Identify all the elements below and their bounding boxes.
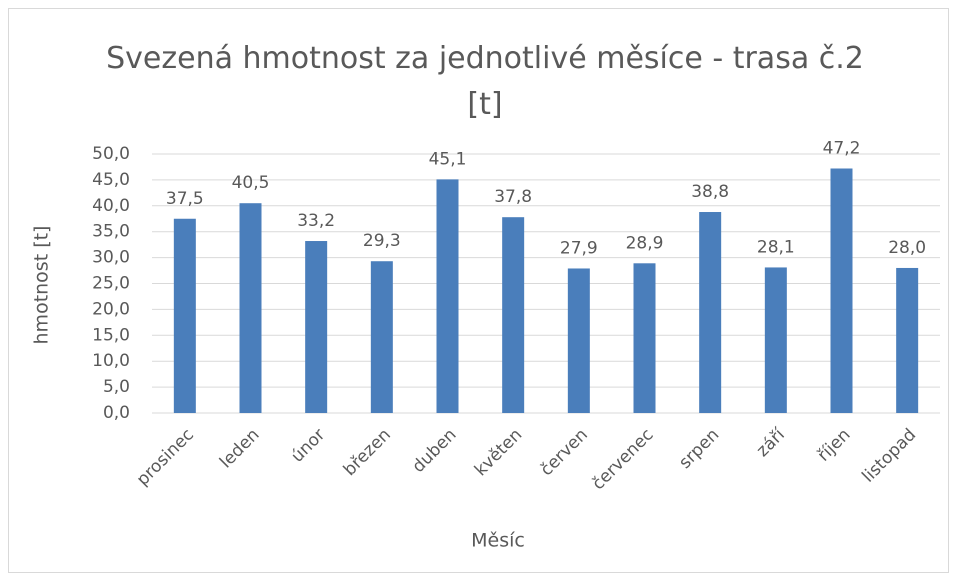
y-axis-label: hmotnost [t] xyxy=(31,226,53,345)
x-tick-label: únor xyxy=(288,425,330,467)
bar xyxy=(370,261,393,413)
x-axis-label: Měsíc xyxy=(471,530,525,552)
bar xyxy=(173,218,196,413)
data-label: 38,8 xyxy=(691,182,729,202)
bar xyxy=(764,267,787,413)
x-tick-label: říjen xyxy=(814,425,855,466)
y-tick-label: 25,0 xyxy=(92,274,130,294)
y-tick-label: 20,0 xyxy=(92,299,130,319)
data-label: 28,9 xyxy=(626,233,664,253)
bar xyxy=(830,168,853,413)
x-tick-label: listopad xyxy=(858,425,920,487)
y-tick-label: 15,0 xyxy=(92,325,130,345)
bar xyxy=(502,217,525,413)
data-label: 37,8 xyxy=(494,187,532,207)
x-tick-label: duben xyxy=(409,425,461,477)
data-label: 40,5 xyxy=(232,173,270,193)
x-tick-label: červenec xyxy=(588,425,657,494)
x-tick-label: leden xyxy=(216,425,264,473)
y-tick-label: 5,0 xyxy=(103,377,130,397)
y-tick-label: 30,0 xyxy=(92,248,130,268)
data-label: 47,2 xyxy=(823,139,861,159)
bar xyxy=(305,241,328,413)
y-tick-label: 50,0 xyxy=(92,144,130,164)
bar xyxy=(567,268,590,413)
x-tick-label: březen xyxy=(340,425,395,480)
bar xyxy=(633,263,656,413)
chart-border xyxy=(8,8,949,573)
y-tick-label: 10,0 xyxy=(92,351,130,371)
bar xyxy=(239,203,262,413)
x-tick-label: prosinec xyxy=(133,425,198,490)
x-tick-label: červen xyxy=(537,425,592,480)
y-tick-label: 35,0 xyxy=(92,222,130,242)
x-tick-label: květen xyxy=(471,425,526,480)
bar xyxy=(699,212,722,413)
bar xyxy=(896,267,919,413)
data-label: 28,0 xyxy=(888,238,926,258)
data-label: 28,1 xyxy=(757,237,795,257)
x-tick-label: září xyxy=(753,424,790,461)
bar xyxy=(436,179,459,413)
y-tick-label: 0,0 xyxy=(103,403,130,423)
y-tick-label: 45,0 xyxy=(92,170,130,190)
data-label: 29,3 xyxy=(363,231,401,251)
chart-title: Svezená hmotnost za jednotlivé měsíce - … xyxy=(106,41,864,122)
data-label: 33,2 xyxy=(297,211,335,231)
data-label: 27,9 xyxy=(560,238,598,258)
data-label: 37,5 xyxy=(166,189,204,209)
x-tick-label: srpen xyxy=(675,425,723,473)
y-tick-label: 40,0 xyxy=(92,196,130,216)
data-label: 45,1 xyxy=(429,149,467,169)
